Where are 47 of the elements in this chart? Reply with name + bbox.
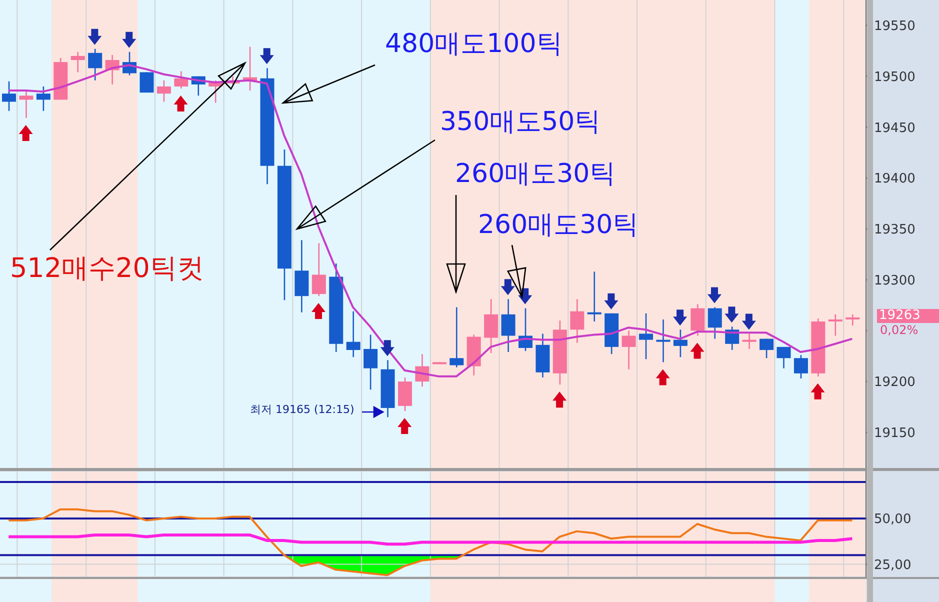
y-tick-label: 19150 (874, 426, 916, 442)
y-tick-label: 19200 (874, 375, 916, 390)
candlestick (312, 242, 326, 297)
line-series (7, 533, 854, 546)
text: 19263 (877, 308, 939, 324)
candlestick (484, 298, 498, 354)
y-tick-label: 19300 (874, 273, 916, 288)
candlestick (70, 51, 85, 73)
y-tick-label: 19400 (874, 172, 916, 187)
candlestick (2, 80, 16, 112)
annotation: 512매수20틱컷 (10, 253, 204, 284)
candlestick (690, 304, 705, 336)
y-tick-label: 19500 (874, 70, 916, 85)
candlestick (88, 48, 102, 82)
candlestick (140, 72, 154, 94)
candlestick (156, 80, 171, 102)
candlestick (19, 90, 34, 119)
annotation: 260매도30틱 (478, 210, 639, 240)
candlestick (673, 328, 688, 358)
y-tick-label: 19550 (874, 19, 916, 34)
candlestick (639, 312, 654, 360)
annotation: 480매도100틱 (385, 29, 562, 59)
candlestick (742, 333, 756, 350)
candlestick (776, 346, 791, 369)
y-tick-label: 50,00 (874, 512, 912, 528)
candlestick (708, 306, 722, 340)
candlestick (570, 298, 584, 344)
candlestick (828, 314, 842, 336)
annotation: 350매도50틱 (440, 107, 601, 137)
candlestick (364, 334, 378, 390)
y-tick-label: 25,00 (874, 558, 912, 573)
y-tick-label: 19350 (874, 222, 916, 238)
candlestick (656, 318, 670, 363)
annotation: 260매도30틱 (455, 159, 616, 189)
candlestick (501, 298, 516, 353)
text: 0,02% (880, 323, 918, 338)
candlestick (587, 270, 602, 322)
candlestick (174, 70, 188, 90)
candlestick (760, 338, 774, 359)
candlestick (794, 354, 808, 380)
annotation: 최저 19165 (12:15) (250, 403, 354, 416)
candlestick (846, 314, 860, 326)
candlestick (622, 330, 636, 370)
y-tick-label: 19450 (874, 120, 916, 136)
candlestick (450, 306, 464, 368)
candlestick (36, 86, 50, 112)
candlestick (346, 310, 360, 358)
